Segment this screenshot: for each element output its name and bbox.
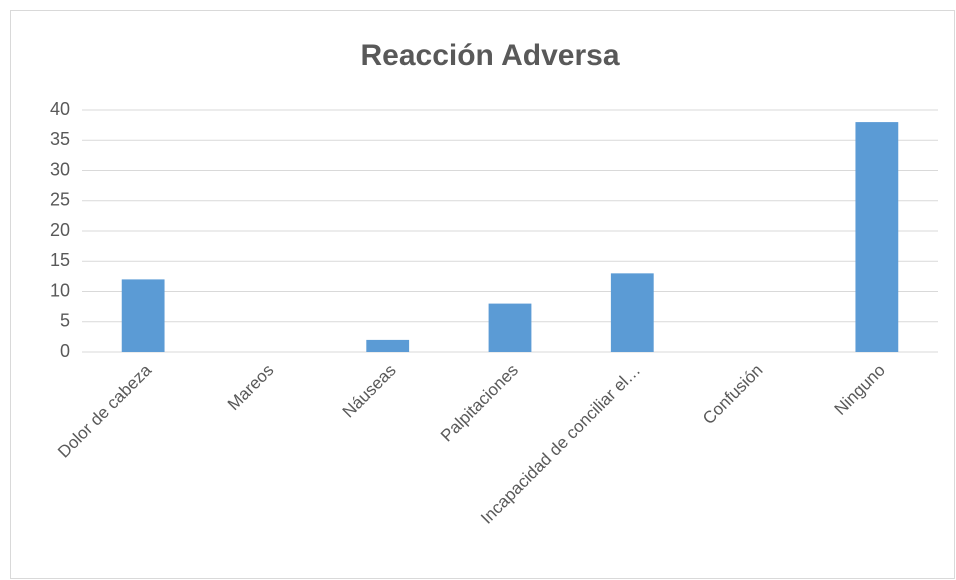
y-tick-label: 35 [50,129,70,149]
y-tick-label: 25 [50,190,70,210]
chart-title: Reacción Adversa [360,39,619,72]
bar [121,279,165,352]
y-tick-label: 20 [50,220,70,240]
y-tick-label: 10 [50,280,70,300]
bar [855,122,899,352]
bar [366,339,410,352]
y-tick-label: 15 [50,250,70,270]
bar [488,303,532,352]
chart-border [10,10,955,579]
y-tick-label: 40 [50,99,70,119]
bar [610,273,654,352]
y-tick-label: 0 [60,341,70,361]
y-tick-label: 30 [50,159,70,179]
y-tick-label: 5 [60,311,70,331]
